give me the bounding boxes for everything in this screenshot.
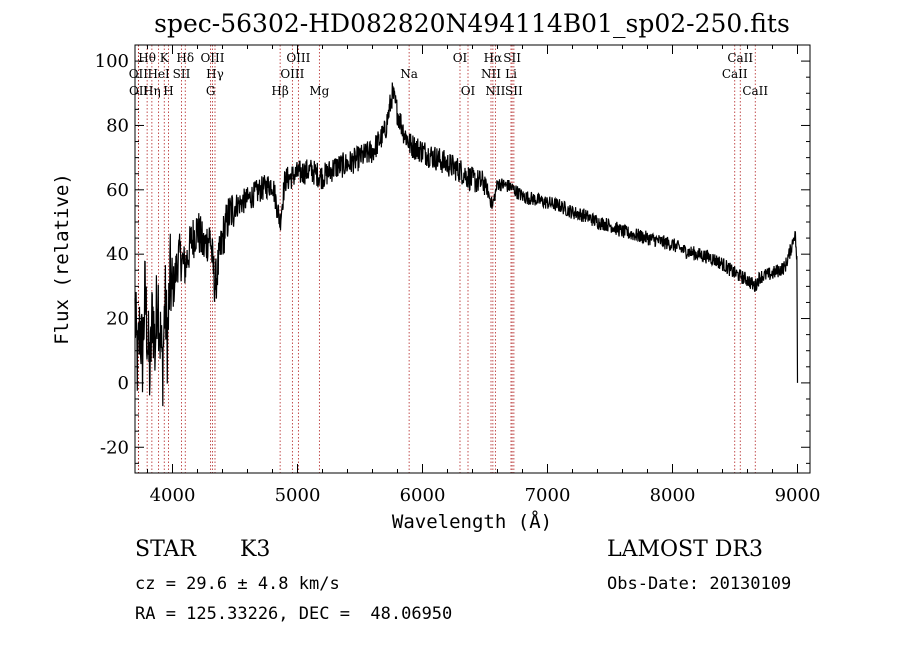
line-marker-label: G — [206, 84, 216, 98]
x-tick-label: 8000 — [650, 485, 696, 506]
line-marker-label: HeI — [147, 67, 170, 81]
line-marker-label: CaII — [722, 67, 748, 81]
line-marker-label: OI — [461, 84, 476, 98]
spectrum-series — [134, 82, 799, 407]
y-axis-title: Flux (relative) — [51, 173, 73, 345]
line-marker-label: OII — [129, 84, 149, 98]
line-marker-label: NII — [481, 67, 501, 81]
x-tick-label: 6000 — [400, 485, 446, 506]
line-marker-label: OIII — [280, 67, 304, 81]
x-tick-label: 5000 — [275, 485, 321, 506]
spectrum-chart: spec-56302-HD082820N494114B01_sp02-250.f… — [51, 9, 821, 533]
line-marker-label: SII — [503, 51, 521, 65]
redshift-value: cz = 29.6 ± 4.8 km/s — [135, 574, 340, 594]
line-marker-label: Na — [400, 67, 418, 81]
y-tick-label: 40 — [106, 244, 129, 265]
x-tick-label: 4000 — [150, 485, 196, 506]
y-tick-label: 100 — [95, 51, 129, 72]
y-tick-label: 20 — [106, 309, 129, 330]
chart-title: spec-56302-HD082820N494114B01_sp02-250.f… — [154, 9, 790, 38]
x-axis-title: Wavelength (Å) — [392, 510, 552, 533]
line-marker-label: Hα — [484, 51, 503, 65]
line-marker-label: Li — [505, 67, 517, 81]
line-markers — [137, 45, 756, 473]
object-subclass: K3 — [240, 537, 271, 562]
y-tick-label: 0 — [118, 373, 129, 394]
line-marker-label: OII — [129, 67, 149, 81]
line-marker-label: SII — [505, 84, 523, 98]
line-marker-label: CaII — [742, 84, 768, 98]
coordinates: RA = 125.33226, DEC = 48.06950 — [135, 604, 453, 624]
line-marker-label: CaII — [727, 51, 753, 65]
line-marker-label: Hγ — [206, 67, 224, 81]
line-marker-label: OI — [453, 51, 468, 65]
line-marker-label: OIII — [286, 51, 310, 65]
line-marker-label: SII — [173, 67, 191, 81]
y-tick-label: 80 — [106, 115, 129, 136]
line-marker-label: K — [160, 51, 170, 65]
line-marker-label: OIII — [200, 51, 224, 65]
line-marker-label: Mg — [309, 84, 329, 98]
y-tick-label: 60 — [106, 180, 129, 201]
line-marker-label: Hβ — [271, 84, 288, 98]
y-tick-label: -20 — [100, 437, 129, 458]
line-marker-label: Hη — [143, 84, 161, 98]
line-marker-label: H — [163, 84, 173, 98]
line-marker-label: NII — [485, 84, 505, 98]
obs-date: Obs-Date: 20130109 — [607, 574, 792, 594]
object-class: STAR — [135, 537, 196, 562]
survey-name: LAMOST DR3 — [607, 537, 763, 562]
axis-ticks: 4000 5000 6000 7000 8000 9000 -20 0 20 40 60 80 100 — [95, 44, 821, 506]
line-marker-label: Hθ — [138, 51, 156, 65]
x-tick-label: 9000 — [775, 485, 821, 506]
x-tick-label: 7000 — [525, 485, 571, 506]
line-marker-label: Hδ — [176, 51, 194, 65]
